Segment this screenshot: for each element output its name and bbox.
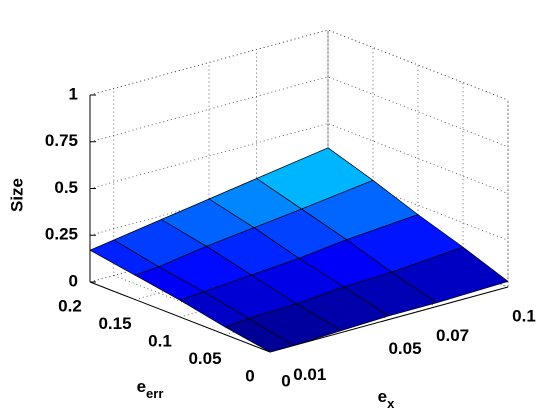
y-axis-label: eerr <box>137 377 164 401</box>
x-tick-label: 0.05 <box>388 339 421 358</box>
y-tick-label: 0 <box>245 366 254 385</box>
x-axis <box>269 286 509 353</box>
y-tick-label: 0.15 <box>98 314 131 333</box>
z-tick-label: 0.25 <box>45 225 78 244</box>
surface-face <box>224 318 295 353</box>
x-axis-label: ex <box>378 387 395 411</box>
z-axis-label: Size <box>7 178 26 212</box>
x-axis-label-base: e <box>378 387 387 406</box>
x-tick-label: 0.07 <box>436 326 469 345</box>
x-axis-label-sub: x <box>387 396 395 411</box>
z-tick-label: 1 <box>69 84 78 103</box>
y-tick-label: 0.05 <box>188 349 221 368</box>
x-tick-label: 0.01 <box>293 365 326 384</box>
grid-line <box>89 29 509 101</box>
box-edge <box>89 29 509 101</box>
z-tick-label: 0.5 <box>54 178 78 197</box>
grid-line <box>89 76 509 148</box>
x-tick-label: 0 <box>281 371 290 390</box>
z-tick-label: 0.75 <box>45 131 78 150</box>
y-axis-label-base: e <box>137 377 146 396</box>
y-tick-label: 0.2 <box>58 296 82 315</box>
x-tick-label: 0.1 <box>512 306 536 325</box>
y-axis <box>89 281 271 353</box>
y-tick-label: 0.1 <box>148 331 172 350</box>
y-axis-label-sub: err <box>146 386 163 401</box>
z-tick-label: 0 <box>69 271 78 290</box>
